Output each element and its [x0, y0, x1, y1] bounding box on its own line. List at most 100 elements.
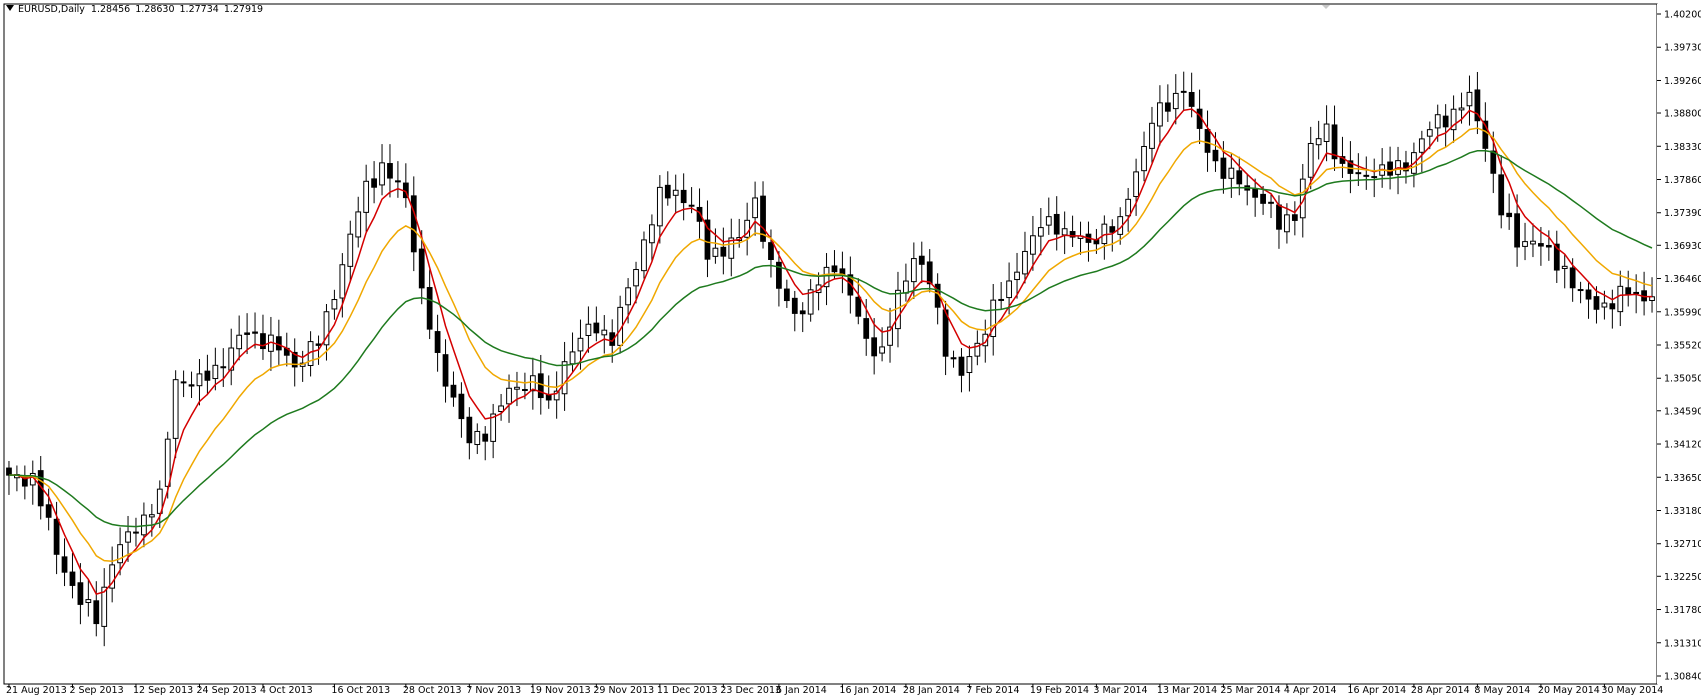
- dropdown-arrow-icon[interactable]: [6, 5, 14, 11]
- candle: [101, 568, 108, 647]
- candle: [1053, 196, 1060, 251]
- candle: [1379, 148, 1386, 188]
- candle: [148, 503, 155, 537]
- candle: [728, 218, 735, 277]
- shift-marker-icon[interactable]: [1322, 5, 1330, 9]
- candle: [268, 316, 274, 371]
- candle: [1538, 226, 1544, 266]
- candle: [1641, 271, 1647, 316]
- candle: [966, 345, 973, 392]
- candle: [212, 347, 219, 391]
- candle: [355, 196, 362, 248]
- candle: [1204, 110, 1211, 172]
- candle: [664, 171, 671, 206]
- candle: [1561, 254, 1568, 289]
- candle: [1228, 152, 1235, 198]
- candle: [1426, 121, 1433, 150]
- moving-averages: [8, 108, 1653, 595]
- candle: [196, 359, 203, 406]
- candle: [1014, 252, 1020, 299]
- candle: [958, 348, 965, 393]
- candle: [569, 332, 576, 373]
- date-tick-label: 28 Oct 2013: [403, 685, 462, 695]
- candle: [1331, 105, 1338, 171]
- price-tick-label: 1.31310: [1664, 638, 1701, 649]
- candle: [1037, 207, 1044, 256]
- price-tick-label: 1.32250: [1664, 572, 1701, 583]
- candle: [990, 283, 997, 356]
- price-tick-label: 1.31780: [1664, 605, 1701, 616]
- candle: [744, 202, 751, 256]
- candle: [1514, 194, 1520, 267]
- candle: [752, 181, 758, 236]
- candle: [1149, 106, 1155, 165]
- candle: [601, 315, 608, 354]
- candle: [561, 341, 568, 411]
- price-tick-label: 1.37860: [1664, 175, 1701, 186]
- candle: [490, 403, 497, 459]
- candle: [522, 372, 528, 400]
- price-tick-label: 1.36930: [1664, 241, 1701, 252]
- price-tick-label: 1.33650: [1664, 473, 1701, 484]
- open-value: 1.28456: [90, 4, 131, 15]
- candle: [252, 312, 258, 349]
- candle: [117, 527, 123, 576]
- price-tick-label: 1.34120: [1664, 440, 1701, 451]
- date-tick-label: 28 Jan 2014: [903, 685, 960, 695]
- price-tick-label: 1.35520: [1664, 341, 1701, 352]
- date-tick-label: 7 Feb 2014: [966, 685, 1019, 695]
- date-tick-label: 11 Dec 2013: [657, 685, 718, 695]
- candle: [1069, 215, 1076, 248]
- candle: [410, 176, 417, 272]
- candle: [847, 256, 854, 314]
- candle: [1347, 141, 1354, 194]
- candle: [506, 374, 512, 423]
- candle: [1252, 178, 1259, 217]
- date-tick-label: 25 Mar 2014: [1220, 685, 1280, 695]
- candle: [498, 393, 504, 421]
- candle: [244, 313, 250, 355]
- candle: [1371, 158, 1378, 198]
- candle: [1593, 286, 1600, 324]
- date-tick-label: 24 Sep 2013: [196, 685, 256, 695]
- candle: [77, 563, 84, 625]
- candle: [855, 278, 862, 325]
- candle: [887, 307, 893, 363]
- price-tick-label: 1.35050: [1664, 374, 1701, 385]
- time-axis: 21 Aug 2013 2 Sep 2013 12 Sep 2013 24 Sep 2…: [6, 684, 1663, 695]
- price-tick-label: 1.40200: [1664, 10, 1701, 21]
- price-tick-label: 1.33180: [1664, 506, 1701, 517]
- candle: [458, 382, 465, 438]
- date-tick-label: 12 Sep 2013: [133, 685, 193, 695]
- candle: [1522, 222, 1528, 261]
- candle: [633, 261, 639, 304]
- candle: [1506, 193, 1513, 230]
- candle: [1236, 156, 1243, 196]
- date-tick-label: 20 May 2014: [1538, 685, 1600, 695]
- candle: [236, 315, 243, 361]
- candle: [172, 370, 179, 459]
- date-tick-label: 16 Oct 2013: [331, 685, 390, 695]
- price-tick-label: 1.34590: [1664, 406, 1701, 417]
- plot-frame: [3, 3, 1658, 685]
- candle: [1125, 187, 1132, 232]
- candle: [275, 319, 282, 366]
- candle: [260, 314, 266, 360]
- candle: [1649, 277, 1655, 313]
- price-tick-label: 1.39260: [1664, 76, 1701, 87]
- candle: [1141, 131, 1147, 182]
- candle: [918, 241, 925, 284]
- ma-line-30: [9, 149, 1653, 528]
- price-scale[interactable]: [1657, 4, 1700, 684]
- candle: [760, 181, 766, 249]
- candle: [704, 200, 711, 278]
- date-tick-label: 2 Sep 2013: [69, 685, 123, 695]
- price-axis: 1.40200 1.39730 1.39260 1.38800 1.38330 1.378…: [1657, 10, 1701, 683]
- candle: [1133, 158, 1139, 216]
- candle: [1450, 95, 1457, 143]
- candle: [1418, 130, 1425, 173]
- candle: [1284, 203, 1290, 244]
- candle: [1545, 230, 1552, 261]
